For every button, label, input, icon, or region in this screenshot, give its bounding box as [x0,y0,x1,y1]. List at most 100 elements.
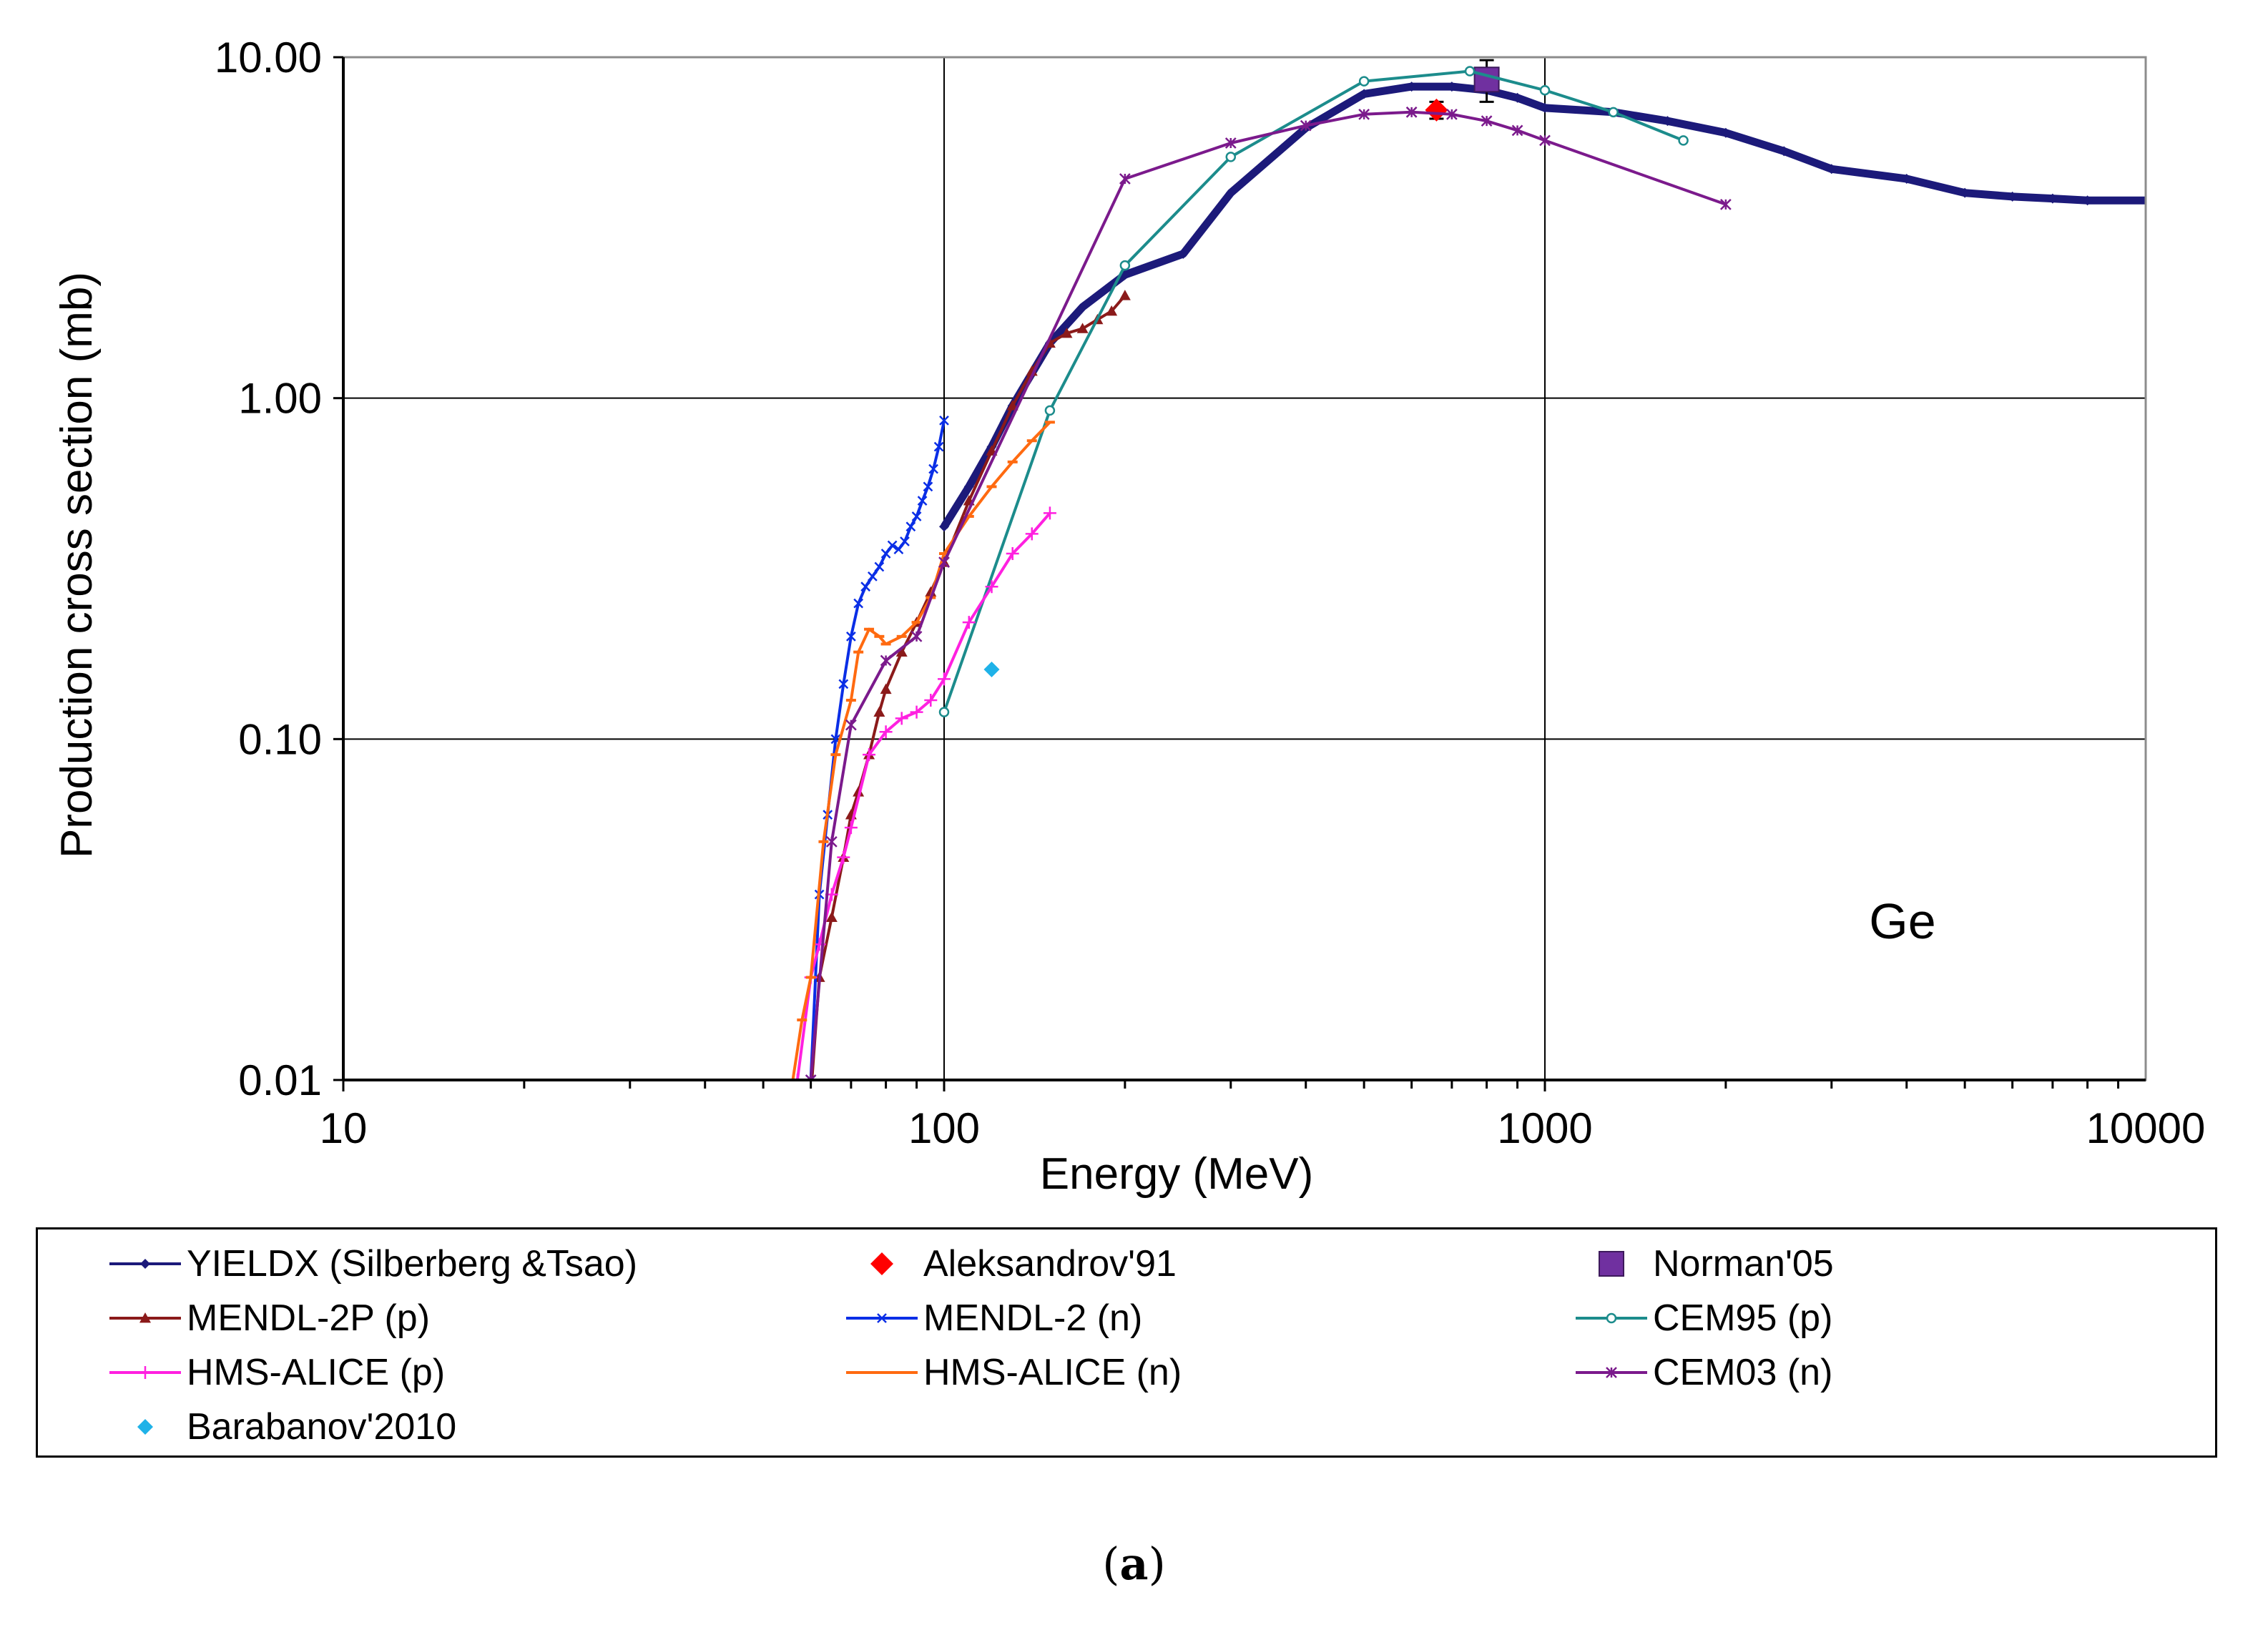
data-point [790,1074,804,1080]
data-point [1077,302,1088,313]
data-point [1300,119,1312,132]
axes-layer: 10 100 1000 10000 0.01 0.10 1.00 10.00 [215,34,2206,1152]
y-tick-label: 0.10 [238,715,322,763]
data-point [1445,108,1458,120]
data-point [895,712,908,725]
data-point [860,581,871,592]
data-point [1006,546,1019,560]
data-point [1119,260,1131,271]
data-point [805,1090,817,1100]
legend-label: CEM03 (n) [1653,1352,1833,1393]
plot-svg: 10 100 1000 10000 0.01 0.10 1.00 10.00 Ge Energ… [52,34,2206,1199]
data-point [1119,290,1131,300]
data-point [917,496,928,506]
data-point [1901,173,1912,184]
legend-label: HMS-ALICE (p) [187,1352,446,1393]
series-line [809,110,1727,1080]
figure-label: a [1119,1538,1149,1590]
data-point [1359,89,1370,99]
data-point [939,521,949,532]
data-point [879,725,893,739]
legend-entry: HMS-ALICE (n) [846,1344,1182,1401]
legend-label: MENDL-2 (n) [923,1297,1143,1339]
legend-swatch [846,1313,918,1323]
legend-marker [139,1366,152,1379]
data-point [844,821,858,835]
data-point [1225,152,1237,162]
data-point [863,748,876,762]
data-point [1608,107,1619,118]
data-point [1119,173,1131,185]
data-point [1425,98,1448,122]
data-point [1540,102,1550,113]
legend-label: YIELDX (Silberberg &Tsao) [187,1243,638,1285]
legend-label: CEM95 (p) [1653,1297,1833,1339]
legend-marker [877,1313,887,1323]
data-point [1678,135,1689,146]
legend-entry: Aleksandrov'91 [846,1235,1177,1292]
series-9 [983,662,1000,678]
data-point [1043,506,1056,520]
legend: YIELDX (Silberberg &Tsao) Aleksandrov'91 N… [36,1227,2217,1458]
legend-marker [1606,1367,1617,1378]
data-point [853,598,864,609]
data-point [845,719,857,731]
data-point [880,549,891,559]
legend-swatch [1599,1251,1624,1277]
data-point [938,707,950,717]
legend-label: Aleksandrov'91 [923,1243,1177,1285]
data-point [853,786,865,797]
data-point [1178,248,1189,259]
data-point [893,544,904,555]
data-point [983,662,1000,678]
legend-entry: HMS-ALICE (p) [109,1344,445,1401]
legend-swatch [870,1252,893,1275]
legend-swatch [109,1312,181,1323]
data-point [895,646,908,657]
legend-marker [139,1312,151,1323]
series-7 [787,421,1055,1080]
data-point [838,679,849,689]
x-tick-label: 1000 [1497,1104,1592,1152]
y-tick-label: 10.00 [215,34,322,82]
data-point [1225,187,1236,198]
data-point [1960,187,1970,198]
data-point [1405,106,1418,118]
data-point [928,463,938,474]
legend-entry: CEM95 (p) [1576,1290,1832,1347]
data-point [910,705,923,719]
data-point [1719,198,1732,210]
data-point [880,654,892,667]
legend-swatch [109,1259,181,1269]
x-tick-label: 100 [908,1104,980,1152]
data-point [1511,124,1523,137]
legend-entry: CEM03 (n) [1576,1344,1832,1401]
data-point [1662,116,1673,127]
series-2 [1473,59,1500,103]
data-point [1539,84,1551,96]
data-point [2141,195,2146,206]
data-point [1106,305,1118,316]
series-line [943,69,1684,713]
series-layer [787,59,2146,1100]
y-tick-label: 1.00 [238,375,322,423]
data-point [2047,193,2058,204]
legend-label: Norman'05 [1653,1243,1834,1285]
data-point [805,1074,817,1080]
x-tick-label: 10000 [2086,1104,2206,1152]
grid-lines [343,57,2146,1080]
series-1 [1425,98,1448,122]
data-point [887,540,898,551]
series-4 [805,416,949,1080]
data-point [825,835,838,848]
legend-swatch [1576,1367,1647,1378]
data-point [874,561,885,572]
data-point [938,672,951,686]
data-point [1539,134,1551,147]
data-point [1826,164,1837,175]
data-point [880,683,892,694]
data-point [924,694,938,707]
legend-swatch [109,1366,181,1379]
legend-entry: MENDL-2P (p) [109,1290,430,1347]
data-point [1061,327,1073,338]
